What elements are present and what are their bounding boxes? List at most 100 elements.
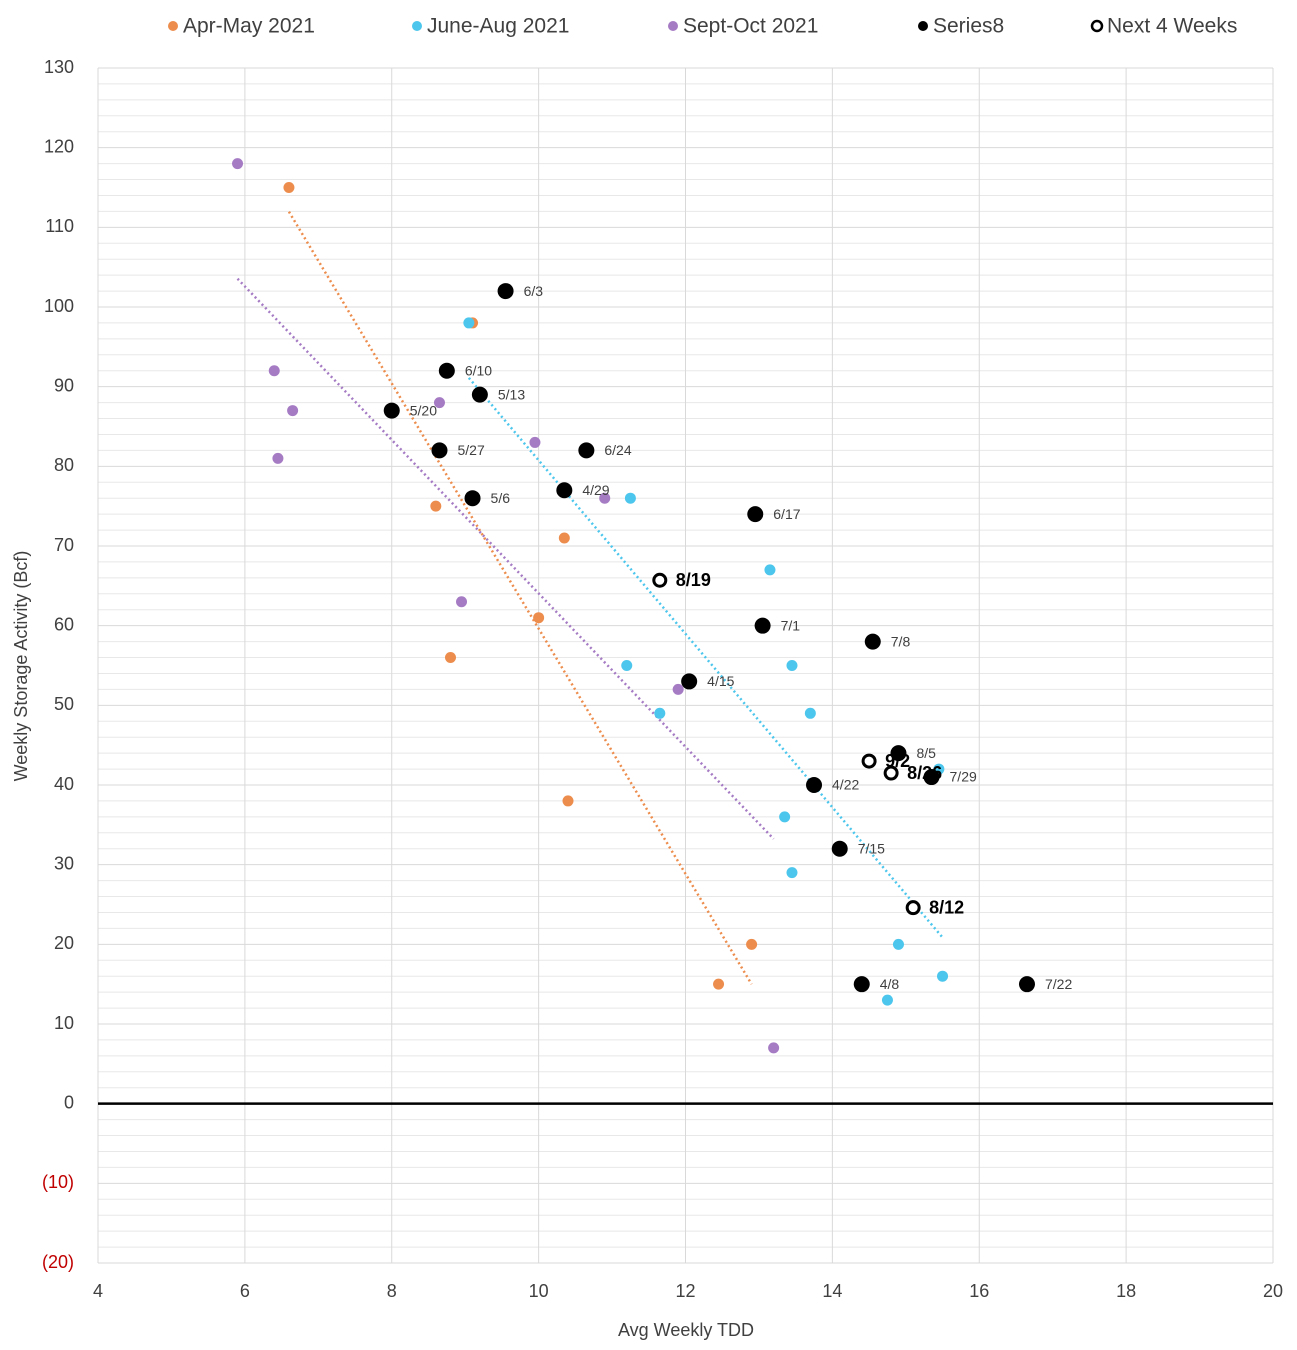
y-tick-label: 70 [54,535,74,555]
point-label: 4/15 [707,673,734,689]
point [232,158,244,170]
point [652,572,668,588]
point [764,564,776,576]
legend-marker [918,21,928,31]
point-label: 4/22 [832,777,859,793]
point [621,660,633,671]
point [456,596,468,608]
point [533,612,545,624]
y-tick-label: 80 [54,455,74,475]
point [861,753,877,769]
point [892,938,904,950]
point-label: 8/5 [916,745,936,761]
point [786,660,798,671]
point [831,840,848,857]
point [268,365,280,377]
point [779,811,791,823]
point-label: 5/27 [457,442,484,458]
x-tick-label: 14 [822,1281,842,1301]
point [883,765,899,781]
y-tick-label: 0 [64,1092,74,1112]
point [438,362,455,379]
point [464,490,481,507]
point [558,532,570,544]
y-tick-label: 50 [54,694,74,714]
point [864,633,881,650]
x-tick-label: 16 [969,1281,989,1301]
x-tick-label: 12 [675,1281,695,1301]
point [804,707,816,719]
legend-label: Next 4 Weeks [1107,15,1237,38]
y-tick-label: 110 [45,216,74,236]
trendline [467,377,944,939]
point [287,405,299,417]
point [578,442,595,459]
point [431,442,448,459]
point [786,867,798,879]
point [905,900,921,916]
point [562,795,574,807]
point [556,482,573,499]
trendline [287,211,753,985]
point [471,386,488,403]
point [463,317,475,329]
point [937,970,949,982]
plot: 6/3 6/10 5/13 5/20 5/27 6/24 4/29 5/6 6/17 7/1 7/8… [232,158,1072,1054]
legend-marker [1090,19,1104,33]
trendline [236,277,775,840]
y-axis-title: Weekly Storage Activity (Bcf) [11,551,31,782]
point-label: 6/24 [604,442,631,458]
x-tick-label: 10 [529,1281,549,1301]
y-tick-label: 120 [44,136,74,156]
x-tick-label: 4 [93,1281,103,1301]
point [754,617,771,634]
legend-label: Apr-May 2021 [183,15,315,38]
x-tick-label: 20 [1263,1281,1283,1301]
point-label: 6/3 [524,283,544,299]
point [433,397,445,409]
y-tick-label: 60 [54,614,74,634]
point [681,673,698,690]
y-tick-label: 90 [54,375,74,395]
legend-label: Series8 [933,15,1004,38]
point-label: 5/6 [491,490,511,506]
point-label: 4/29 [582,482,609,498]
point [272,452,284,464]
point-label: 5/20 [410,402,437,418]
point-label: 8/12 [929,897,964,917]
point [747,506,764,523]
legend-label: Sept-Oct 2021 [683,15,818,38]
point-label: 5/13 [498,386,525,402]
y-tick-label: (10) [42,1172,74,1192]
point [881,994,893,1006]
point-label: 7/22 [1045,976,1072,992]
point-label: 6/17 [773,506,800,522]
point-label: 8/26 [907,763,942,783]
x-tick-label: 8 [387,1281,397,1301]
legend-marker [168,21,178,31]
point-label: 8/19 [676,570,711,590]
point [923,769,940,786]
legend-label: June-Aug 2021 [427,15,569,38]
y-tick-label: 130 [44,57,74,77]
point [853,976,870,993]
trendlines [236,211,944,985]
point [599,492,611,504]
point [430,500,442,512]
point [746,938,758,950]
point [624,492,636,504]
point [768,1042,780,1054]
x-tick-label: 6 [240,1281,250,1301]
legend-marker [412,21,422,31]
point-label: 7/15 [858,840,885,856]
x-tick-label: 18 [1116,1281,1136,1301]
point [1018,976,1035,993]
point [445,652,456,664]
point [529,436,541,448]
point [806,777,823,793]
point [672,683,684,695]
point-label: 7/29 [950,769,977,785]
grid [97,67,1274,1264]
point-label: 6/10 [465,362,492,378]
